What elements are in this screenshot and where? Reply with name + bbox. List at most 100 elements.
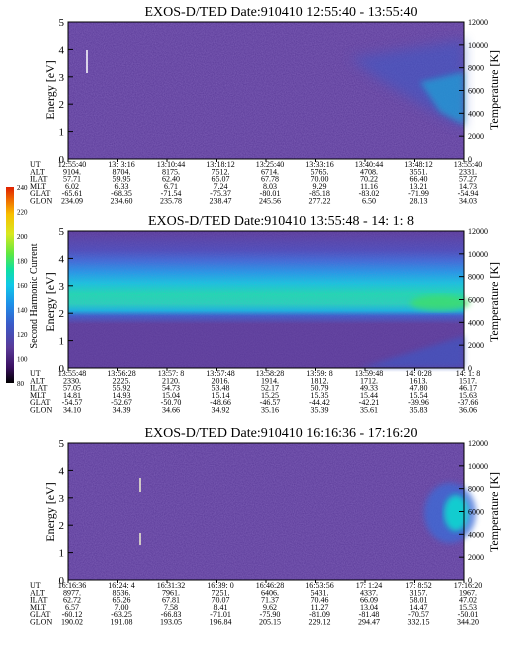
table-cell: 13:55:40 — [454, 160, 482, 169]
table-cell: 12:55:40 — [58, 160, 86, 169]
table-row-label: ALT — [30, 376, 45, 385]
table-cell: 1812. — [311, 376, 329, 385]
energy-tick-label: 5 — [59, 438, 65, 450]
table-row-label: GLON — [30, 406, 52, 415]
panel-2-ylabel-left: Energy [eV] — [43, 272, 57, 331]
table-cell: 62.72 — [63, 596, 81, 605]
table-cell: -85.18 — [309, 189, 330, 198]
table-row-label: ALT — [30, 588, 45, 597]
table-cell: 17:16:20 — [454, 581, 482, 590]
table-cell: 8.03 — [263, 182, 277, 191]
panel-1: EXOS-D/TED Date:910410 12:55:40 - 13:55:… — [30, 5, 501, 206]
table-row-label: UT — [30, 369, 41, 378]
temperature-tick-label: 4000 — [468, 530, 484, 539]
table-cell: 234.09 — [61, 197, 83, 206]
table-cell: 11.16 — [360, 182, 378, 191]
table-row-label: MLT — [30, 391, 46, 400]
table-cell: -37.66 — [458, 398, 479, 407]
temperature-tick-label: 8000 — [468, 273, 484, 282]
table-cell: -81.09 — [309, 610, 330, 619]
table-cell: -60.12 — [62, 610, 83, 619]
table-cell: 66.09 — [360, 596, 378, 605]
table-row-label: ILAT — [30, 384, 47, 393]
table-cell: 1967. — [459, 588, 477, 597]
table-cell: 3157. — [410, 588, 428, 597]
table-cell: 13:56:28 — [107, 369, 135, 378]
temperature-tick-label: 0 — [468, 364, 472, 373]
panel-3-energy-axis: 5 4 3 2 1 0 — [59, 438, 73, 587]
energy-tick-label: 2 — [59, 99, 65, 111]
table-cell: -81.48 — [359, 610, 380, 619]
table-cell: -75.90 — [260, 610, 281, 619]
table-cell: -65.61 — [62, 189, 83, 198]
table-cell: 71.37 — [261, 596, 279, 605]
table-cell: 8175. — [162, 167, 180, 176]
table-cell: 196.84 — [210, 618, 232, 627]
table-cell: 14.47 — [410, 603, 428, 612]
table-cell: 15.54 — [410, 391, 428, 400]
table-cell: 35.61 — [360, 406, 378, 415]
table-cell: 70.00 — [311, 175, 329, 184]
table-cell: 2331. — [459, 167, 477, 176]
table-cell: 34.39 — [113, 406, 131, 415]
energy-tick-label: 4 — [59, 44, 65, 56]
table-cell: 14.73 — [459, 182, 477, 191]
table-cell: 57.27 — [459, 175, 477, 184]
table-cell: 245.56 — [259, 197, 281, 206]
table-cell: -63.25 — [111, 610, 132, 619]
panel-3-title: EXOS-D/TED Date:910410 16:16:36 - 17:16:… — [145, 426, 418, 441]
table-cell: 16:46:28 — [256, 581, 284, 590]
table-cell: 235.78 — [160, 197, 182, 206]
temperature-tick-label: 8000 — [468, 485, 484, 494]
table-cell: -48.66 — [210, 398, 231, 407]
table-cell: 70.46 — [311, 596, 329, 605]
temperature-tick-label: 6000 — [468, 87, 484, 96]
energy-tick-label: 5 — [59, 17, 65, 29]
panel-1-ylabel-left: Energy [eV] — [43, 60, 57, 119]
table-cell: 15.44 — [360, 391, 378, 400]
table-cell: 35.39 — [311, 406, 329, 415]
table-row-label: UT — [30, 160, 41, 169]
table-cell: 13:59: 8 — [306, 369, 332, 378]
panel-3-temperature-axis: 12000 10000 8000 6000 4000 2000 0 — [459, 439, 488, 585]
table-cell: 13:33:16 — [305, 160, 333, 169]
table-cell: 9.29 — [313, 182, 327, 191]
panel-1-feature-band — [350, 40, 464, 128]
table-cell: 13:48:12 — [404, 160, 432, 169]
table-cell: 5431. — [311, 588, 329, 597]
table-row-label: GLON — [30, 618, 52, 627]
table-cell: 34.10 — [63, 406, 81, 415]
table-cell: 15.63 — [459, 391, 477, 400]
table-cell: -54.94 — [458, 189, 479, 198]
table-cell: 7.00 — [115, 603, 129, 612]
table-cell: 59.95 — [113, 175, 131, 184]
table-row-label: GLAT — [30, 398, 51, 407]
table-cell: 8536. — [113, 588, 131, 597]
table-cell: 13:57: 8 — [158, 369, 184, 378]
panel-1-feature-core — [420, 72, 464, 125]
table-cell: -46.57 — [260, 398, 281, 407]
table-cell: -80.01 — [260, 189, 281, 198]
table-cell: 65.26 — [113, 596, 131, 605]
table-cell: 6714. — [261, 167, 279, 176]
table-cell: 34.66 — [162, 406, 180, 415]
energy-tick-label: 1 — [59, 127, 65, 139]
colorbar-tick-label: 120 — [17, 331, 28, 339]
table-cell: 35.16 — [261, 406, 279, 415]
table-cell: 16:16:36 — [58, 581, 86, 590]
temperature-tick-label: 12000 — [468, 18, 488, 27]
table-cell: 13:57:48 — [206, 369, 234, 378]
table-cell: 16:53:56 — [305, 581, 333, 590]
table-cell: 15.04 — [162, 391, 180, 400]
energy-tick-label: 2 — [59, 308, 65, 320]
table-cell: 344.20 — [457, 618, 479, 627]
table-cell: 34.92 — [212, 406, 230, 415]
colorbar: 240 220 200 180 160 140 120 100 80 Second Harmon… — [6, 184, 40, 388]
table-row-label: GLON — [30, 197, 52, 206]
table-cell: 67.81 — [162, 596, 180, 605]
table-cell: 57.71 — [63, 175, 81, 184]
table-cell: 277.22 — [309, 197, 331, 206]
temperature-tick-label: 10000 — [468, 250, 488, 259]
table-cell: 13:40:44 — [355, 160, 383, 169]
